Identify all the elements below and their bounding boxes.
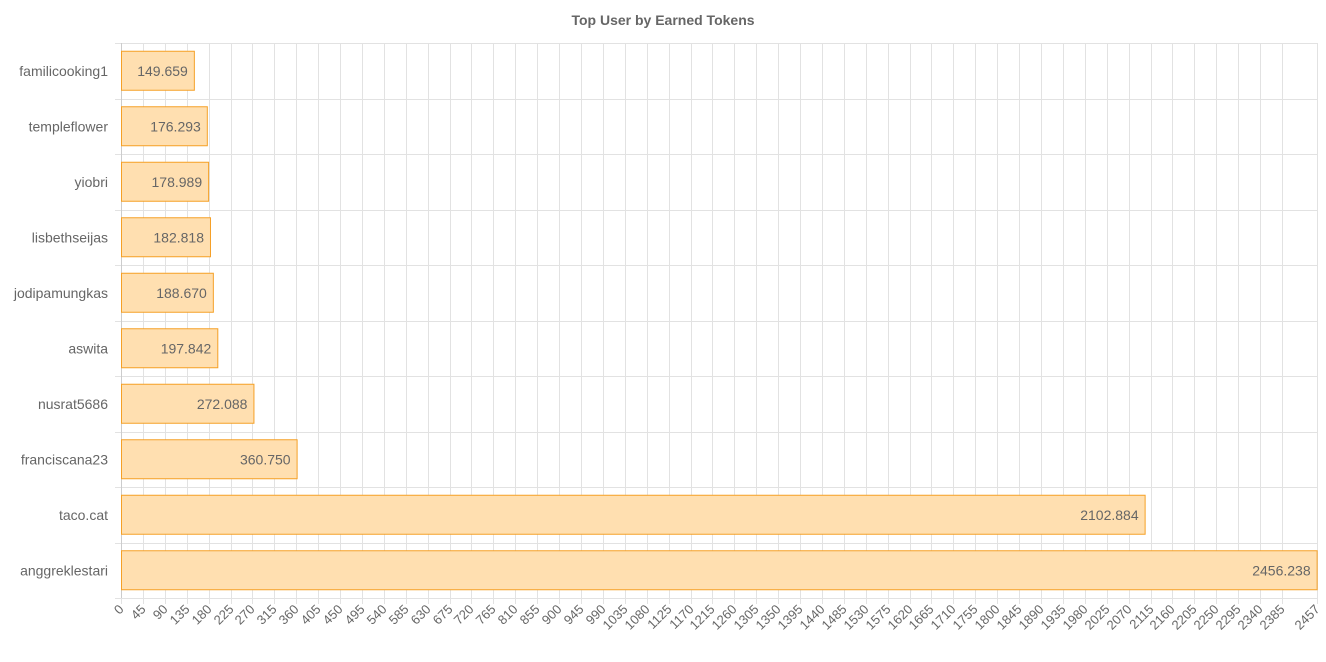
x-tick-label: 315 [254, 602, 280, 628]
bar-value-label: 188.670 [156, 285, 207, 301]
bar-value-label: 272.088 [197, 396, 248, 412]
category-label: templeflower [29, 118, 109, 134]
chart-title: Top User by Earned Tokens [571, 12, 754, 28]
x-tick-label: 360 [276, 602, 302, 628]
x-tick-label: 180 [189, 602, 215, 628]
bar-value-label: 178.989 [152, 174, 203, 190]
category-label: taco.cat [59, 507, 108, 523]
x-tick-label: 855 [517, 602, 543, 628]
bar [121, 161, 210, 202]
x-tick-label: 270 [232, 602, 258, 628]
x-tick-label: 900 [539, 602, 565, 628]
bar [121, 494, 1146, 535]
category-label: aswita [68, 340, 108, 356]
x-tick-label: 945 [561, 602, 587, 628]
x-tick-label: 540 [364, 602, 390, 628]
bar [121, 439, 298, 480]
x-tick-label: 450 [320, 602, 346, 628]
x-tick-label: 810 [495, 602, 521, 628]
category-label: familicooking1 [19, 63, 108, 79]
bar-value-label: 182.818 [153, 229, 204, 245]
x-tick-label: 45 [128, 602, 149, 623]
x-tick-label: 630 [408, 602, 434, 628]
bar-value-label: 176.293 [150, 118, 201, 134]
x-tick-label: 135 [167, 602, 193, 628]
category-label: nusrat5686 [38, 396, 108, 412]
category-label: anggreklestari [20, 562, 108, 578]
bar-value-label: 2102.884 [1080, 507, 1139, 523]
x-tick-label: 0 [111, 602, 127, 618]
bar [121, 50, 195, 91]
bar [121, 328, 219, 369]
x-tick-label: 2457 [1292, 602, 1323, 633]
category-label: yiobri [75, 174, 108, 190]
x-tick-label: 585 [386, 602, 412, 628]
x-tick-label: 2385 [1257, 602, 1288, 633]
category-label: franciscana23 [21, 451, 108, 467]
bar-value-label: 2456.238 [1252, 562, 1311, 578]
bar [121, 272, 214, 313]
category-label: lisbethseijas [32, 229, 108, 245]
bar-value-label: 197.842 [161, 340, 212, 356]
x-tick-label: 495 [342, 602, 368, 628]
bar-value-label: 360.750 [240, 451, 291, 467]
bar-value-label: 149.659 [137, 63, 188, 79]
category-label: jodipamungkas [13, 285, 108, 301]
x-tick-label: 765 [473, 602, 499, 628]
bar [121, 383, 255, 424]
x-tick-label: 405 [298, 602, 324, 628]
bar [121, 106, 208, 147]
x-tick-label: 90 [150, 602, 171, 623]
x-tick-layer: 0 45 9013518022527031536040545049554058563… [111, 598, 1323, 633]
category-label-layer: familicooking1 templeflower yiobri lisbeths… [13, 63, 109, 579]
bar [121, 217, 211, 258]
bar-layer: 149.659 176.293 178.989 182.818 188.670 197.8… [121, 50, 1318, 591]
x-tick-label: 720 [451, 602, 477, 628]
bar [121, 550, 1318, 591]
